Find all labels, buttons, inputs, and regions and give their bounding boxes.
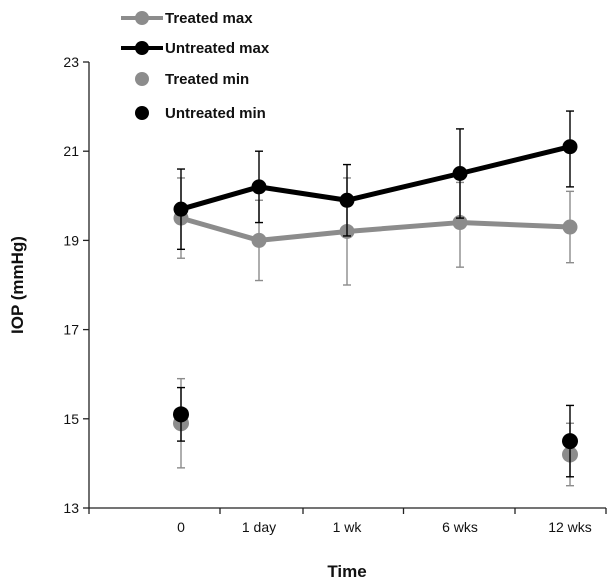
x-tick-label: 1 day: [242, 519, 276, 535]
x-tick-label: 6 wks: [442, 519, 478, 535]
x-axis-title: Time: [327, 562, 366, 581]
legend: Treated max Untreated max Treated min Untre…: [121, 10, 270, 122]
legend-label: Untreated max: [165, 40, 270, 57]
y-tick-label: 19: [63, 232, 79, 248]
y-tick-label: 15: [63, 411, 79, 427]
series-untreated-min: [173, 386, 578, 478]
data-point: [251, 232, 267, 248]
legend-item: Treated min: [135, 71, 249, 88]
x-tick-label: 1 wk: [333, 519, 363, 535]
series-untreated-max: [173, 110, 578, 251]
legend-marker: [135, 106, 149, 120]
series-line: [180, 144, 571, 212]
legend-label: Treated max: [165, 10, 253, 27]
series-treated-min: [173, 377, 578, 487]
legend-label: Treated min: [165, 71, 249, 88]
y-tick-label: 21: [63, 143, 79, 159]
data-point: [562, 219, 578, 235]
data-point: [251, 179, 267, 195]
legend-item: Treated max: [121, 10, 253, 27]
y-tick-label: 17: [63, 322, 79, 338]
legend-marker: [135, 41, 149, 55]
legend-marker: [135, 11, 149, 25]
legend-marker: [135, 72, 149, 86]
data-point: [562, 139, 578, 155]
axes: [88, 62, 606, 509]
legend-item: Untreated max: [121, 40, 270, 57]
data-point: [339, 192, 355, 208]
data-point: [562, 433, 578, 450]
data-point: [173, 406, 189, 423]
y-tick-label: 13: [63, 500, 79, 516]
legend-item: Untreated min: [135, 105, 266, 122]
y-tick-label: 23: [63, 54, 79, 70]
y-ticks: 13 15 17 19 21 23: [63, 54, 89, 516]
x-tick-label: 0: [177, 519, 185, 535]
data-point: [452, 215, 468, 231]
data-point: [452, 166, 468, 181]
x-tick-label: 12 wks: [548, 519, 592, 535]
x-ticks: 0 1 day 1 wk 6 wks 12 wks: [88, 508, 607, 535]
series-layer: [173, 110, 578, 487]
y-axis-title: IOP (mmHg): [8, 236, 27, 334]
legend-label: Untreated min: [165, 105, 266, 122]
series-line: [180, 215, 571, 243]
data-point: [173, 201, 189, 217]
